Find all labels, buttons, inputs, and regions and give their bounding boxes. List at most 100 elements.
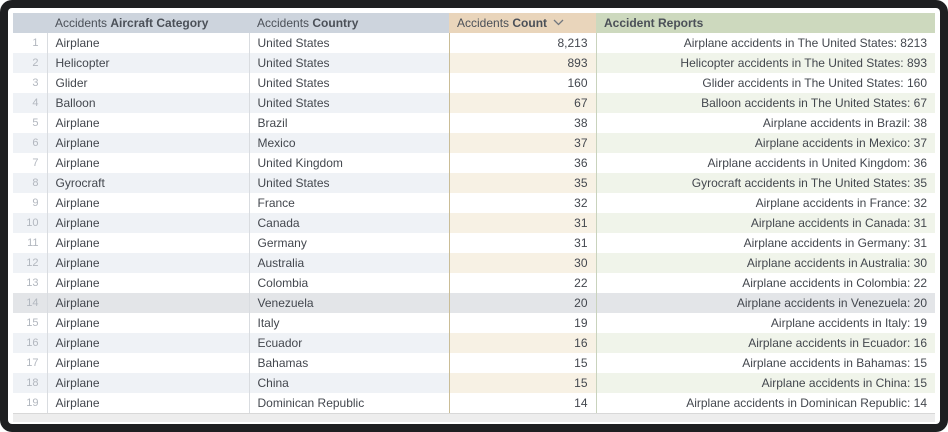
report-cell[interactable]: Glider accidents in The United States: 1… [702, 76, 927, 90]
aircraft-category-cell[interactable]: Glider [47, 73, 250, 93]
country-cell[interactable]: United States [249, 73, 450, 93]
aircraft-category-cell[interactable]: Airplane [47, 233, 250, 253]
count-cell[interactable]: 8,213 [449, 33, 597, 53]
country-cell[interactable]: China [249, 373, 450, 393]
column-header-country[interactable]: Accidents Country [249, 13, 449, 33]
aircraft-category-cell[interactable]: Airplane [47, 333, 250, 353]
column-header-accident-reports[interactable]: Accident Reports [596, 13, 935, 33]
report-cell[interactable]: Airplane accidents in Ecuador: 16 [596, 333, 935, 353]
count-cell[interactable]: 37 [449, 133, 597, 153]
aircraft-category-cell[interactable]: Airplane [47, 113, 250, 133]
country-cell[interactable]: France [249, 193, 450, 213]
table-row: 4 Balloon United States 67 Balloon accid… [13, 93, 935, 113]
report-cell[interactable]: Airplane accidents in Bahamas: 15 [742, 356, 927, 370]
country-cell[interactable]: Colombia [249, 273, 450, 293]
report-cell[interactable]: Gyrocraft accidents in The United States… [596, 173, 935, 193]
row-number-cell: 9 [13, 193, 48, 213]
row-number-cell: 16 [13, 333, 48, 353]
count-cell[interactable]: 15 [449, 373, 597, 393]
country-cell[interactable]: United States [249, 33, 450, 53]
aircraft-category-cell[interactable]: Airplane [47, 393, 250, 413]
aircraft-category-cell[interactable]: Airplane [47, 213, 250, 233]
report-cell[interactable]: Airplane accidents in Brazil: 38 [762, 116, 927, 130]
aircraft-category-cell[interactable]: Airplane [47, 353, 250, 373]
country-cell[interactable]: Australia [249, 253, 450, 273]
column-header-aircraft-category[interactable]: Accidents Aircraft Category [47, 13, 249, 33]
report-cell[interactable]: Airplane accidents in Venezuela: 20 [596, 293, 935, 313]
count-cell[interactable]: 16 [449, 333, 597, 353]
count-cell[interactable]: 38 [449, 113, 597, 133]
country-cell[interactable]: United States [249, 53, 450, 73]
report-cell[interactable]: Airplane accidents in The United States:… [683, 36, 927, 50]
count-cell[interactable]: 15 [449, 353, 597, 373]
aircraft-category-cell[interactable]: Helicopter [47, 53, 250, 73]
country-cell[interactable]: Canada [249, 213, 450, 233]
count-cell[interactable]: 32 [449, 193, 597, 213]
country-cell[interactable]: Bahamas [249, 353, 450, 373]
row-number-cell: 1 [13, 33, 48, 53]
aircraft-category-cell[interactable]: Airplane [47, 293, 250, 313]
count-cell[interactable]: 20 [449, 293, 597, 313]
report-cell[interactable]: Airplane accidents in Dominican Republic… [686, 396, 927, 410]
aircraft-category-cell[interactable]: Airplane [47, 33, 250, 53]
row-number-header [13, 13, 47, 33]
row-number-cell: 11 [13, 233, 48, 253]
aircraft-category-cell[interactable]: Airplane [47, 153, 250, 173]
table-row: 9 Airplane France 32 Airplane accidents … [13, 193, 935, 213]
count-cell[interactable]: 36 [449, 153, 597, 173]
report-cell[interactable]: Airplane accidents in Germany: 31 [743, 236, 927, 250]
country-cell[interactable]: Venezuela [249, 293, 450, 313]
table-row: 1 Airplane United States 8,213 Airplane … [13, 33, 935, 53]
sort-descending-chevron-down-icon[interactable] [553, 19, 564, 26]
table-row: 15 Airplane Italy 19 Airplane accidents … [13, 313, 935, 333]
aircraft-category-cell[interactable]: Airplane [47, 133, 250, 153]
header-label: Count [512, 16, 548, 30]
country-cell[interactable]: United States [249, 93, 450, 113]
aircraft-category-cell[interactable]: Airplane [47, 273, 250, 293]
report-cell[interactable]: Airplane accidents in Australia: 30 [596, 253, 935, 273]
report-cell[interactable]: Airplane accidents in China: 15 [596, 373, 935, 393]
report-cell[interactable]: Airplane accidents in Italy: 19 [770, 316, 927, 330]
report-cell[interactable]: Helicopter accidents in The United State… [596, 53, 935, 73]
country-cell[interactable]: Ecuador [249, 333, 450, 353]
count-cell[interactable]: 19 [449, 313, 597, 333]
count-cell[interactable]: 67 [449, 93, 597, 113]
country-cell[interactable]: Brazil [249, 113, 450, 133]
header-label: Country [312, 16, 359, 30]
report-cell[interactable]: Airplane accidents in United Kingdom: 36 [707, 156, 927, 170]
count-cell[interactable]: 893 [449, 53, 597, 73]
country-cell[interactable]: United Kingdom [249, 153, 450, 173]
aircraft-category-cell[interactable]: Airplane [47, 193, 250, 213]
aircraft-category-cell[interactable]: Gyrocraft [47, 173, 250, 193]
aircraft-category-cell[interactable]: Balloon [47, 93, 250, 113]
aircraft-category-cell[interactable]: Airplane [47, 253, 250, 273]
country-cell[interactable]: Mexico [249, 133, 450, 153]
count-cell[interactable]: 31 [449, 233, 597, 253]
table-row: 3 Glider United States 160 Glider accide… [13, 73, 935, 93]
count-cell[interactable]: 160 [449, 73, 597, 93]
report-cell[interactable]: Airplane accidents in Canada: 31 [596, 213, 935, 233]
aircraft-category-cell[interactable]: Airplane [47, 373, 250, 393]
count-cell[interactable]: 31 [449, 213, 597, 233]
report-cell[interactable]: Airplane accidents in Colombia: 22 [742, 276, 927, 290]
report-cell[interactable]: Airplane accidents in France: 32 [755, 196, 927, 210]
count-cell[interactable]: 22 [449, 273, 597, 293]
table-row: 6 Airplane Mexico 37 Airplane accidents … [13, 133, 935, 153]
report-cell[interactable]: Airplane accidents in Mexico: 37 [596, 133, 935, 153]
count-cell[interactable]: 30 [449, 253, 597, 273]
row-number-cell: 14 [13, 293, 48, 313]
horizontal-scrollbar-track[interactable] [13, 413, 935, 422]
row-number-cell: 6 [13, 133, 48, 153]
country-cell[interactable]: Germany [249, 233, 450, 253]
count-cell[interactable]: 14 [449, 393, 597, 413]
country-cell[interactable]: Italy [249, 313, 450, 333]
aircraft-category-cell[interactable]: Airplane [47, 313, 250, 333]
header-prefix: Accidents [457, 16, 510, 30]
column-header-count[interactable]: Accidents Count [449, 13, 596, 33]
report-cell[interactable]: Balloon accidents in The United States: … [596, 93, 935, 113]
country-cell[interactable]: United States [249, 173, 450, 193]
header-prefix: Accidents [55, 16, 108, 30]
country-cell[interactable]: Dominican Republic [249, 393, 450, 413]
count-cell[interactable]: 35 [449, 173, 597, 193]
row-number-cell: 10 [13, 213, 48, 233]
